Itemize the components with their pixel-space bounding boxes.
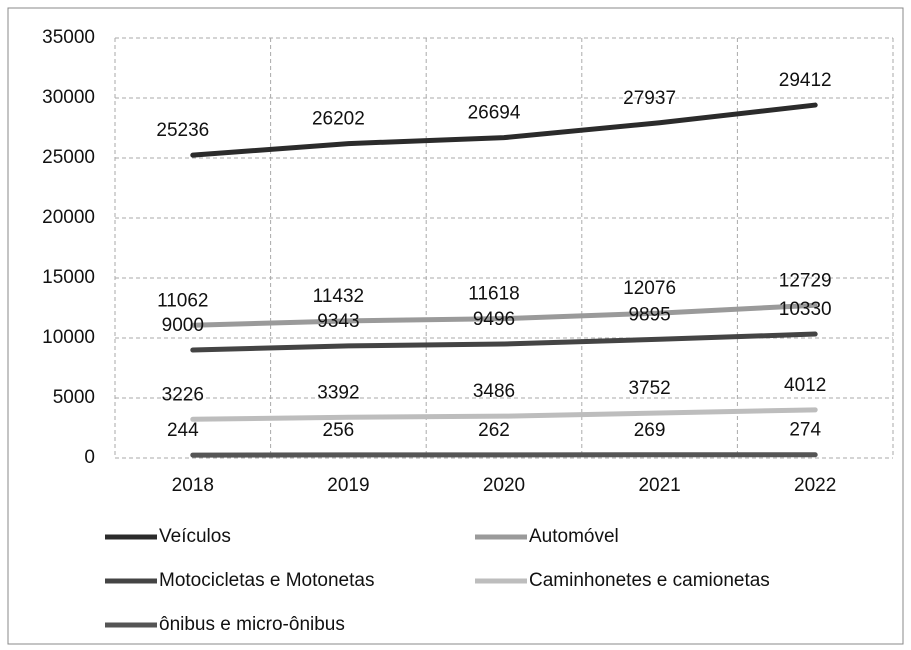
data-label: 3392	[317, 382, 359, 403]
legend-label: Motocicletas e Motonetas	[159, 570, 374, 591]
data-label: 11618	[468, 284, 519, 305]
legend-label: Veículos	[159, 526, 231, 547]
legend-label: ônibus e micro-ônibus	[159, 614, 345, 635]
data-label: 12076	[623, 278, 676, 299]
data-label: 11432	[313, 286, 364, 307]
y-tick-label: 20000	[42, 207, 95, 228]
chart-frame	[7, 7, 904, 645]
y-tick-label: 15000	[42, 267, 95, 288]
data-label: 3752	[628, 378, 670, 399]
data-label: 9496	[473, 309, 515, 330]
legend-label: Automóvel	[529, 526, 619, 547]
data-label: 10330	[779, 299, 832, 320]
y-tick-label: 0	[84, 447, 95, 468]
data-label: 12729	[779, 270, 832, 291]
y-tick-label: 35000	[42, 27, 95, 48]
x-tick-label: 2022	[794, 475, 836, 496]
data-label: 3226	[162, 384, 204, 405]
data-label: 26694	[468, 103, 521, 124]
data-label: 9343	[317, 311, 359, 332]
data-label: 9000	[162, 315, 204, 336]
x-tick-label: 2021	[638, 475, 680, 496]
data-label: 27937	[623, 88, 676, 109]
data-label: 29412	[779, 70, 832, 91]
series-line	[190, 102, 818, 158]
y-tick-label: 25000	[42, 147, 95, 168]
series-line	[190, 331, 818, 353]
data-label: 25236	[156, 120, 209, 141]
data-label: 3486	[473, 381, 515, 402]
legend-label: Caminhonetes e camionetas	[529, 570, 770, 591]
x-tick-label: 2018	[172, 475, 214, 496]
data-label: 26202	[312, 109, 365, 130]
data-label: 4012	[784, 375, 826, 396]
series-line	[190, 302, 818, 328]
y-tick-label: 5000	[53, 387, 95, 408]
y-tick-label: 30000	[42, 87, 95, 108]
data-label: 256	[323, 420, 355, 441]
x-tick-label: 2019	[327, 475, 369, 496]
data-label: 9895	[628, 304, 670, 325]
x-tick-label: 2020	[483, 475, 525, 496]
y-tick-label: 10000	[42, 327, 95, 348]
data-label: 274	[789, 420, 821, 441]
data-label: 262	[478, 420, 510, 441]
series-line	[190, 407, 818, 422]
data-label: 244	[167, 420, 199, 441]
data-label: 11062	[157, 290, 208, 311]
data-label: 269	[634, 420, 666, 441]
